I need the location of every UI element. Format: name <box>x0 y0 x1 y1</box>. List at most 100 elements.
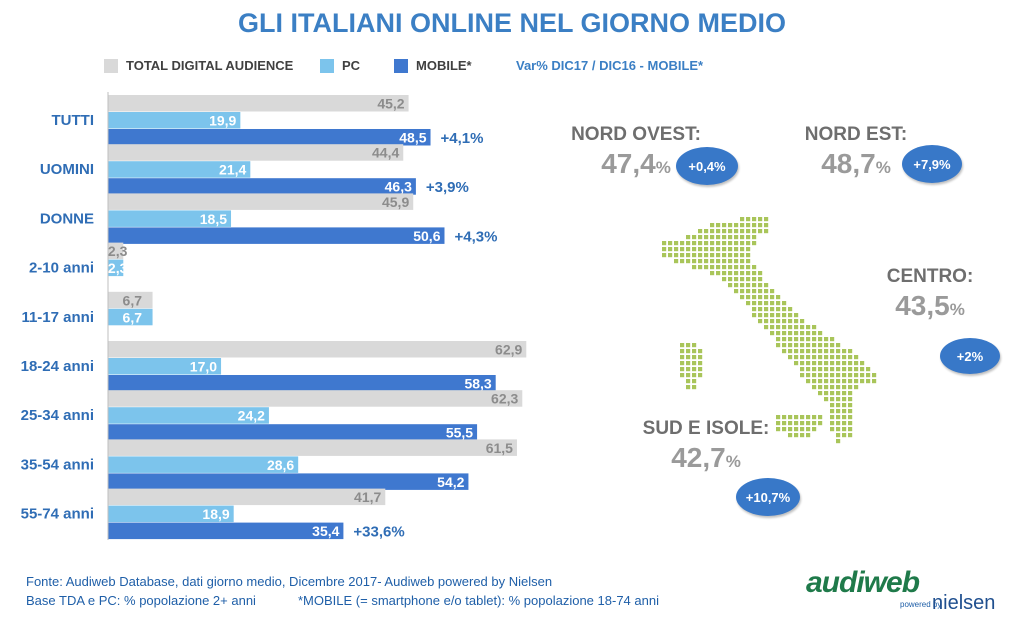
map-dot <box>764 229 769 234</box>
map-dot <box>842 379 847 384</box>
map-dot <box>662 247 667 252</box>
map-dot <box>764 295 769 300</box>
map-dot <box>728 253 733 258</box>
map-dot <box>680 241 685 246</box>
map-dot <box>782 331 787 336</box>
map-dot <box>764 313 769 318</box>
map-dot <box>830 391 835 396</box>
map-dot <box>812 427 817 432</box>
map-dot <box>746 271 751 276</box>
map-dot <box>698 229 703 234</box>
map-dot <box>812 343 817 348</box>
data-label-tda: 45,9 <box>382 194 409 210</box>
map-dot <box>752 223 757 228</box>
map-dot <box>848 427 853 432</box>
map-dot <box>770 289 775 294</box>
map-dot <box>788 331 793 336</box>
map-dot <box>752 235 757 240</box>
map-dot <box>848 415 853 420</box>
map-dot <box>704 229 709 234</box>
map-dot <box>680 259 685 264</box>
map-dot <box>776 337 781 342</box>
map-dot <box>830 337 835 342</box>
map-dot <box>686 355 691 360</box>
map-dot <box>770 301 775 306</box>
map-dot <box>716 229 721 234</box>
map-dot <box>854 373 859 378</box>
map-dot <box>788 307 793 312</box>
map-dot <box>818 391 823 396</box>
map-dot <box>848 391 853 396</box>
map-dot <box>728 271 733 276</box>
map-dot <box>836 415 841 420</box>
category-label: 18-24 anni <box>21 358 94 375</box>
map-dot <box>752 241 757 246</box>
map-dot <box>800 337 805 342</box>
map-dot <box>848 367 853 372</box>
map-dot <box>686 241 691 246</box>
bar-tda <box>108 488 386 506</box>
map-dot <box>830 397 835 402</box>
map-dot <box>818 349 823 354</box>
map-dot <box>806 343 811 348</box>
map-dot <box>770 307 775 312</box>
map-dot <box>734 265 739 270</box>
map-dot <box>806 337 811 342</box>
data-label-tda: 2,3 <box>108 243 128 259</box>
map-dot <box>806 367 811 372</box>
map-dot <box>740 241 745 246</box>
map-dot <box>818 361 823 366</box>
map-dot <box>692 253 697 258</box>
map-dot <box>758 217 763 222</box>
map-dot <box>800 319 805 324</box>
map-dot <box>734 247 739 252</box>
powered-by-label: powered by <box>900 600 942 609</box>
map-dot <box>698 355 703 360</box>
map-dot <box>746 301 751 306</box>
map-dot <box>848 355 853 360</box>
map-dot <box>686 349 691 354</box>
data-label-mobile: 55,5 <box>446 425 473 441</box>
map-dot <box>686 367 691 372</box>
map-dot <box>728 229 733 234</box>
map-dot <box>812 349 817 354</box>
map-dot <box>752 283 757 288</box>
map-dot <box>818 331 823 336</box>
map-dot <box>776 301 781 306</box>
map-dot <box>836 397 841 402</box>
region-name-nord-ovest: NORD OVEST: <box>571 124 701 145</box>
map-dot <box>710 241 715 246</box>
map-dot <box>728 265 733 270</box>
map-dot <box>710 235 715 240</box>
bar-pc <box>108 456 299 473</box>
map-dot <box>728 235 733 240</box>
region-value-sud-isole: 42,7% <box>671 442 741 473</box>
map-dot <box>842 433 847 438</box>
region-var-badge-nord-est: +7,9% <box>902 145 962 183</box>
map-dot <box>728 283 733 288</box>
map-dot <box>758 229 763 234</box>
map-dot <box>686 385 691 390</box>
map-dot <box>746 229 751 234</box>
region-name-centro: CENTRO: <box>886 266 974 287</box>
map-dot <box>788 421 793 426</box>
map-dot <box>740 247 745 252</box>
data-label-mobile: 46,3 <box>385 179 412 195</box>
map-dot <box>854 361 859 366</box>
map-dot <box>848 409 853 414</box>
data-label-tda: 41,7 <box>354 489 381 505</box>
map-dot <box>824 391 829 396</box>
map-dot <box>776 307 781 312</box>
legend-swatch-pc <box>320 58 334 73</box>
map-dot <box>698 235 703 240</box>
map-dot <box>746 265 751 270</box>
map-dot <box>662 253 667 258</box>
map-dot <box>728 223 733 228</box>
map-dot <box>806 433 811 438</box>
map-dot <box>830 403 835 408</box>
map-dot <box>794 349 799 354</box>
map-dot <box>818 373 823 378</box>
variation-label: +4,3% <box>454 228 497 245</box>
map-dot <box>818 421 823 426</box>
map-dot <box>776 343 781 348</box>
